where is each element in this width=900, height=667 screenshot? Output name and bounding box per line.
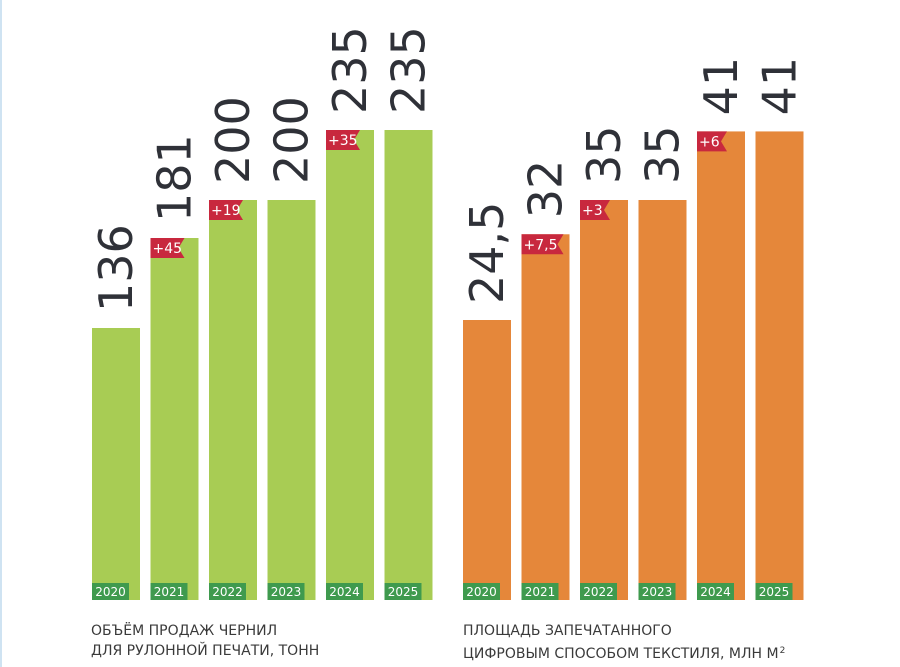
chart-left-year-label: 2023 <box>271 585 302 599</box>
chart-right-year-label: 2022 <box>583 585 614 599</box>
chart-left-increment-label: +35 <box>328 133 358 149</box>
chart-right-bar <box>755 131 804 600</box>
chart-right-caption-line-2: ЦИФРОВЫМ СПОСОБОМ ТЕКСТИЛЯ, МЛН М2 <box>463 641 785 664</box>
chart-right-year-badge <box>463 583 500 600</box>
chart-left-value-label: 200 <box>265 96 319 184</box>
chart-right-bar <box>638 200 687 600</box>
chart-right-year-label: 2024 <box>700 585 731 599</box>
chart-right-increment-label: +6 <box>699 134 720 150</box>
chart-left-year-label: 2024 <box>329 585 360 599</box>
chart-right-increment-flag <box>580 200 610 220</box>
chart-left-bar <box>92 328 140 600</box>
chart-left-year-label: 2020 <box>95 585 126 599</box>
chart-right-caption: ПЛОЩАДЬ ЗАПЕЧАТАННОГО ЦИФРОВЫМ СПОСОБОМ … <box>463 621 785 664</box>
chart-left-increment-label: +45 <box>153 241 183 257</box>
chart-left-caption-line-2: ДЛЯ РУЛОННОЙ ПЕЧАТИ, ТОНН <box>91 643 320 659</box>
chart-left-year-label: 2025 <box>388 585 419 599</box>
chart-right-year-badge <box>638 583 676 600</box>
chart-left-bar <box>150 238 199 600</box>
left-edge-line <box>0 0 2 667</box>
chart-left-increment-flag <box>209 200 243 220</box>
chart-left-increment-label: +19 <box>211 203 241 219</box>
chart-left-value-label: 235 <box>382 26 436 114</box>
chart-left-bar <box>267 200 316 600</box>
chart-right-year-label: 2025 <box>759 585 790 599</box>
chart-right-bar <box>463 320 511 600</box>
chart-left-year-label: 2021 <box>154 585 185 599</box>
chart-left-bar <box>209 200 257 600</box>
chart-right-bar <box>697 131 745 600</box>
chart-left-caption-line-1: ОБЪЁМ ПРОДАЖ ЧЕРНИЛ <box>91 623 278 639</box>
chart-left-year-badge <box>209 583 246 600</box>
chart-right-bar <box>521 234 570 601</box>
chart-right-year-badge <box>521 583 559 600</box>
chart-right-value-label: 41 <box>694 57 748 116</box>
chart-left-value-label: 235 <box>323 26 377 114</box>
chart-right-caption-line-1: ПЛОЩАДЬ ЗАПЕЧАТАННОГО <box>463 623 672 639</box>
chart-right-year-label: 2020 <box>466 585 497 599</box>
chart-right-year-label: 2021 <box>525 585 556 599</box>
chart-right-value-label: 35 <box>636 125 690 184</box>
chart-right-increment-flag <box>521 234 564 255</box>
chart-left-year-label: 2022 <box>212 585 243 599</box>
chart-left-year-badge <box>150 583 188 600</box>
chart-left-year-badge <box>267 583 305 600</box>
chart-right-year-badge <box>697 583 734 600</box>
chart-right-year-label: 2023 <box>642 585 673 599</box>
chart-right-value-label: 32 <box>519 160 573 219</box>
chart-right-year-badge <box>580 583 617 600</box>
chart-right-caption-superscript: 2 <box>779 646 786 656</box>
chart-left-bar <box>384 130 433 600</box>
chart-left-increment-flag <box>326 130 360 150</box>
chart-right-value-label: 35 <box>577 125 631 184</box>
chart-right-bar <box>580 200 628 600</box>
chart-left-value-label: 136 <box>89 224 143 312</box>
chart-left-caption: ОБЪЁМ ПРОДАЖ ЧЕРНИЛ ДЛЯ РУЛОННОЙ ПЕЧАТИ,… <box>91 621 319 661</box>
chart-left-value-label: 181 <box>148 134 202 222</box>
chart-left-year-badge <box>92 583 129 600</box>
chart-left-year-badge <box>384 583 422 600</box>
chart-left-bar <box>326 130 374 600</box>
chart-right-increment-label: +3 <box>582 203 603 219</box>
chart-left-increment-flag <box>150 238 185 258</box>
chart-right-year-badge <box>755 583 793 600</box>
chart-left-year-badge <box>326 583 363 600</box>
chart-right-caption-line-2-text: ЦИФРОВЫМ СПОСОБОМ ТЕКСТИЛЯ, МЛН М <box>463 646 779 662</box>
chart-right-value-label: 24,5 <box>460 202 514 304</box>
chart-right-increment-label: +7,5 <box>524 237 558 253</box>
chart-right-increment-flag <box>697 131 727 152</box>
chart-right-value-label: 41 <box>753 57 807 116</box>
chart-left-value-label: 200 <box>206 96 260 184</box>
